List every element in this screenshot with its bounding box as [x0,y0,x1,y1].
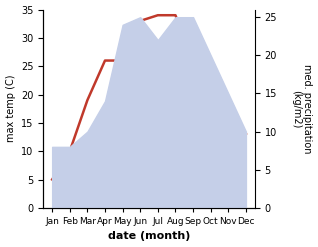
Y-axis label: med. precipitation
(kg/m2): med. precipitation (kg/m2) [291,64,313,153]
X-axis label: date (month): date (month) [108,231,190,242]
Y-axis label: max temp (C): max temp (C) [5,75,16,143]
